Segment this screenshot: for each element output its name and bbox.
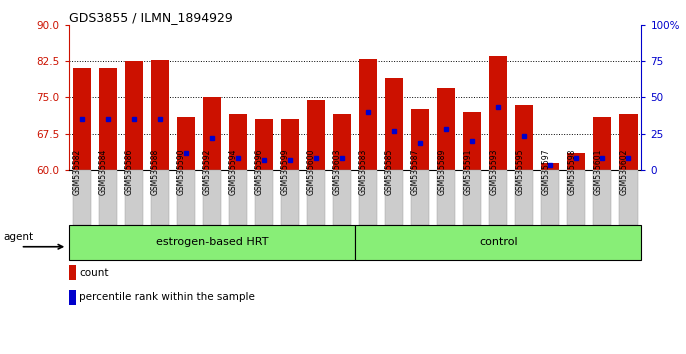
Bar: [151, 170, 169, 225]
Bar: [307, 170, 325, 225]
Text: GDS3855 / ILMN_1894929: GDS3855 / ILMN_1894929: [69, 11, 233, 24]
Bar: [411, 170, 429, 225]
Text: GSM535582: GSM535582: [73, 149, 82, 195]
Bar: [255, 119, 273, 170]
Bar: [125, 61, 143, 170]
Text: agent: agent: [3, 232, 34, 242]
Text: GSM535602: GSM535602: [619, 149, 628, 195]
Text: GSM535596: GSM535596: [255, 149, 264, 195]
Bar: [593, 170, 611, 225]
Text: GSM535590: GSM535590: [177, 149, 186, 195]
Text: GSM535603: GSM535603: [333, 149, 342, 195]
Text: percentile rank within the sample: percentile rank within the sample: [80, 292, 255, 302]
Bar: [69, 290, 75, 305]
Bar: [593, 117, 611, 170]
Bar: [99, 170, 117, 225]
Bar: [541, 162, 559, 170]
Bar: [359, 59, 377, 170]
Bar: [307, 100, 325, 170]
Bar: [228, 170, 247, 225]
Text: control: control: [479, 238, 517, 247]
Bar: [489, 56, 508, 170]
Bar: [355, 225, 641, 260]
Text: GSM535587: GSM535587: [411, 149, 420, 195]
Bar: [125, 170, 143, 225]
Bar: [69, 225, 355, 260]
Bar: [333, 170, 351, 225]
Bar: [281, 119, 299, 170]
Text: GSM535601: GSM535601: [593, 149, 602, 195]
Bar: [359, 170, 377, 225]
Bar: [202, 170, 221, 225]
Bar: [437, 88, 456, 170]
Text: GSM535599: GSM535599: [281, 149, 290, 195]
Bar: [619, 114, 637, 170]
Bar: [515, 104, 533, 170]
Text: count: count: [80, 268, 109, 278]
Bar: [151, 60, 169, 170]
Text: GSM535598: GSM535598: [567, 149, 576, 195]
Bar: [411, 109, 429, 170]
Text: GSM535600: GSM535600: [307, 149, 316, 195]
Bar: [541, 170, 559, 225]
Bar: [202, 97, 221, 170]
Bar: [69, 265, 75, 280]
Bar: [385, 170, 403, 225]
Text: GSM535589: GSM535589: [437, 149, 446, 195]
Text: GSM535591: GSM535591: [463, 149, 472, 195]
Bar: [177, 170, 195, 225]
Bar: [333, 114, 351, 170]
Text: GSM535586: GSM535586: [125, 149, 134, 195]
Bar: [463, 170, 482, 225]
Text: GSM535584: GSM535584: [99, 149, 108, 195]
Text: GSM535593: GSM535593: [489, 149, 498, 195]
Bar: [228, 114, 247, 170]
Bar: [73, 68, 91, 170]
Bar: [437, 170, 456, 225]
Bar: [567, 153, 585, 170]
Text: estrogen-based HRT: estrogen-based HRT: [156, 238, 268, 247]
Text: GSM535595: GSM535595: [515, 149, 524, 195]
Bar: [255, 170, 273, 225]
Bar: [567, 170, 585, 225]
Bar: [99, 68, 117, 170]
Text: GSM535597: GSM535597: [541, 149, 550, 195]
Bar: [515, 170, 533, 225]
Bar: [385, 78, 403, 170]
Text: GSM535585: GSM535585: [385, 149, 394, 195]
Bar: [489, 170, 508, 225]
Bar: [73, 170, 91, 225]
Text: GSM535592: GSM535592: [203, 149, 212, 195]
Text: GSM535583: GSM535583: [359, 149, 368, 195]
Text: GSM535594: GSM535594: [229, 149, 238, 195]
Bar: [619, 170, 637, 225]
Bar: [281, 170, 299, 225]
Bar: [463, 112, 482, 170]
Bar: [177, 117, 195, 170]
Text: GSM535588: GSM535588: [151, 149, 160, 195]
